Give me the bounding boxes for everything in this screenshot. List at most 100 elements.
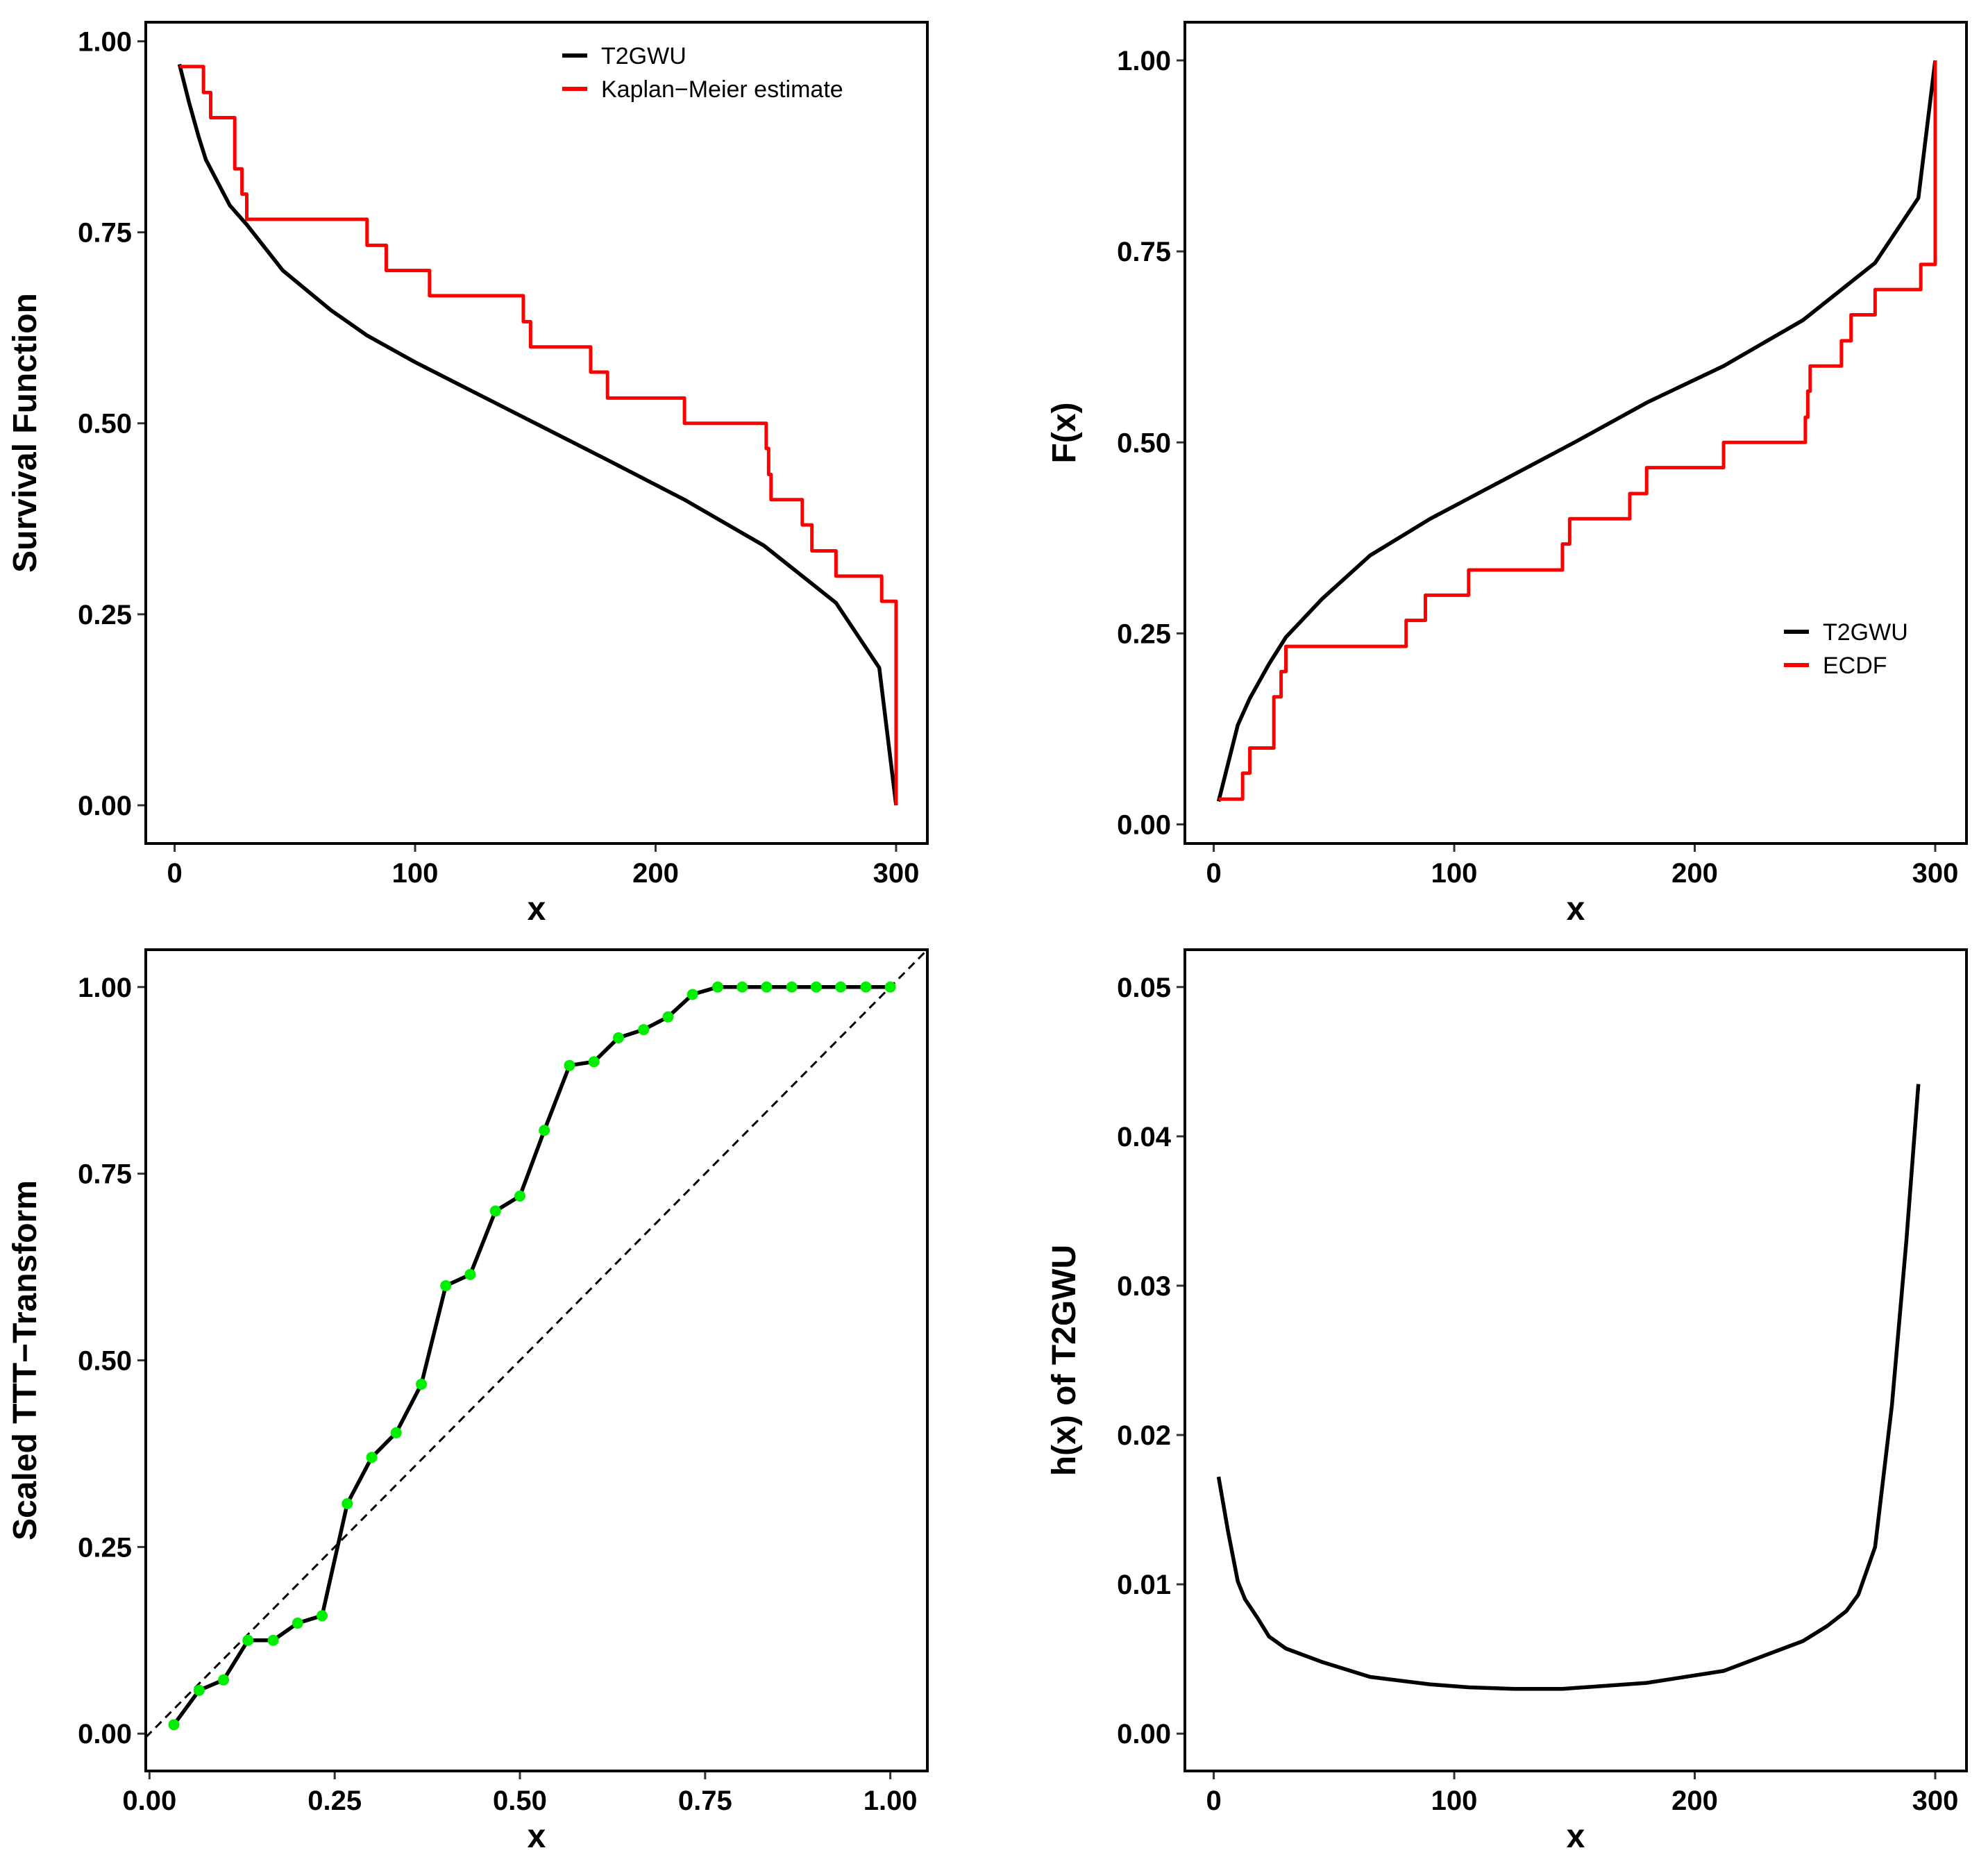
- y-tick-label: 0.25: [78, 600, 132, 630]
- y-tick-label: 0.02: [1117, 1420, 1171, 1451]
- panel-border: [1183, 21, 1968, 845]
- x-tick-label: 200: [1671, 858, 1718, 889]
- plot-area: [1216, 1084, 1921, 1691]
- series-line-t2gwu: [1216, 60, 1937, 803]
- x-tick-label: 1.00: [864, 1786, 918, 1816]
- x-tick-label: 100: [1431, 1786, 1478, 1816]
- y-tick-label: 1.00: [1117, 46, 1171, 76]
- plot-area: [177, 63, 898, 806]
- series-line-t2gwu: [177, 63, 898, 806]
- x-axis-title: x: [528, 1818, 546, 1855]
- series-line-kaplan-meier-estimate: [179, 65, 898, 805]
- plot-area: [146, 950, 927, 1738]
- survival-chart: 0 100 200 300 0.00 0.25 0.50 0.75 1.00 x Survival …: [7, 21, 929, 927]
- data-point: [366, 1452, 378, 1463]
- data-point: [662, 1011, 674, 1023]
- y-tick-label: 0.25: [78, 1532, 132, 1563]
- x-tick-label: 0.25: [308, 1786, 362, 1816]
- data-point: [514, 1190, 525, 1202]
- y-tick-label: 0.00: [1117, 1719, 1171, 1749]
- y-tick-label: 0.05: [1117, 973, 1171, 1003]
- data-point: [464, 1268, 476, 1280]
- y-tick-label: 0.75: [1117, 237, 1171, 267]
- panel-border: [144, 948, 929, 1772]
- data-point: [416, 1378, 428, 1390]
- data-point: [860, 981, 872, 993]
- legend-label: ECDF: [1823, 653, 1887, 679]
- y-axis-title: h(x) of T2GWU: [1046, 1245, 1083, 1476]
- legend: T2GWU Kaplan−Meier estimate: [562, 43, 843, 103]
- data-point: [638, 1024, 650, 1036]
- plot-area: [1216, 60, 1937, 803]
- y-tick-label: 0.75: [78, 1159, 132, 1190]
- y-tick-label: 0.50: [1117, 428, 1171, 458]
- series-line-scaled-ttt-transform: [172, 985, 891, 1726]
- data-point: [835, 981, 847, 993]
- y-tick-label: 0.03: [1117, 1271, 1171, 1302]
- y-tick-label: 1.00: [78, 973, 132, 1003]
- data-point: [292, 1618, 303, 1629]
- data-point: [390, 1427, 402, 1438]
- x-tick-label: 0.00: [122, 1786, 176, 1816]
- data-point: [810, 981, 822, 993]
- x-tick-label: 300: [1912, 858, 1959, 889]
- data-point: [317, 1610, 328, 1622]
- x-tick-label: 300: [873, 858, 920, 889]
- y-tick-label: 0.00: [78, 791, 132, 821]
- ttt-chart: 0.00 0.25 0.50 0.75 1.00 0.00 0.25 0.50 0.75 1.00…: [7, 948, 929, 1855]
- x-axis-title: x: [1567, 1818, 1585, 1855]
- y-tick-label: 0.75: [78, 218, 132, 249]
- x-tick-label: 0.50: [493, 1786, 547, 1816]
- x-tick-label: 0: [1206, 1786, 1221, 1816]
- data-point: [884, 981, 896, 993]
- y-tick-label: 0.25: [1117, 619, 1171, 649]
- y-tick-label: 0.01: [1117, 1570, 1171, 1600]
- hazard-chart: 0 100 200 300 0.00 0.01 0.02 0.03 0.04 0.05 x h(x) …: [1046, 948, 1968, 1855]
- y-tick-label: 1.00: [78, 27, 132, 58]
- reference-diagonal-line: [146, 950, 927, 1738]
- x-tick-label: 0: [167, 858, 182, 889]
- legend-label: T2GWU: [1823, 619, 1908, 646]
- x-tick-label: 0.75: [678, 1786, 732, 1816]
- data-point: [242, 1634, 254, 1646]
- data-point: [786, 981, 798, 993]
- legend: T2GWU ECDF: [1784, 619, 1908, 679]
- y-axis-title: F(x): [1046, 403, 1083, 464]
- data-point: [588, 1056, 600, 1068]
- data-point: [168, 1719, 180, 1731]
- panel-border: [144, 21, 929, 845]
- y-tick-label: 0.00: [78, 1719, 132, 1749]
- data-point: [489, 1205, 501, 1217]
- series-line-t2gwu: [1216, 1084, 1921, 1691]
- data-point: [193, 1684, 205, 1696]
- data-point: [711, 981, 723, 993]
- x-tick-label: 200: [632, 858, 679, 889]
- data-point: [564, 1059, 575, 1071]
- y-tick-label: 0.50: [78, 1346, 132, 1377]
- data-point: [342, 1497, 353, 1509]
- legend-label: Kaplan−Meier estimate: [601, 76, 843, 103]
- data-point: [267, 1634, 279, 1646]
- y-tick-label: 0.00: [1117, 809, 1171, 840]
- data-point: [440, 1279, 452, 1291]
- x-tick-label: 300: [1912, 1786, 1959, 1816]
- x-axis-title: x: [528, 891, 546, 927]
- y-axis-title: Scaled TTT−Transform: [7, 1180, 44, 1540]
- cdf-chart: 0 100 200 300 0.00 0.25 0.50 0.75 1.00 x F(x) T2GWU…: [1046, 21, 1968, 927]
- data-point: [612, 1032, 624, 1043]
- data-point: [761, 981, 773, 993]
- x-tick-label: 200: [1671, 1786, 1718, 1816]
- x-axis-title: x: [1567, 891, 1585, 927]
- x-tick-label: 100: [1431, 858, 1478, 889]
- legend-label: T2GWU: [601, 43, 686, 69]
- series-line-ecdf: [1218, 60, 1937, 801]
- y-tick-label: 0.04: [1117, 1122, 1172, 1152]
- data-point: [736, 981, 748, 993]
- data-point: [686, 989, 698, 1000]
- data-point: [539, 1125, 550, 1136]
- x-tick-label: 100: [392, 858, 439, 889]
- y-tick-label: 0.50: [78, 409, 132, 439]
- panel-border: [1183, 948, 1968, 1772]
- data-point: [218, 1674, 230, 1686]
